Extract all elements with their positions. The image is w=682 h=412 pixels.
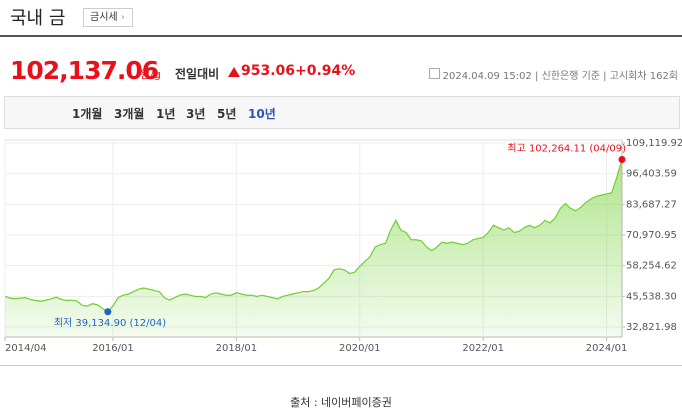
- tab[interactable]: 3년: [186, 107, 206, 121]
- round: 고시회차 162회: [609, 71, 678, 82]
- high-label: 최고 102,264.11 (04/09): [507, 143, 626, 155]
- high-point: [618, 156, 626, 164]
- basis: 신한은행 기준: [541, 71, 600, 82]
- x-tick-label: 2022/01: [462, 343, 504, 354]
- y-tick-label: 83,687.27: [626, 199, 677, 210]
- price: 102,137.06: [10, 56, 159, 85]
- y-tick-label: 45,538.30: [626, 291, 677, 302]
- timestamp: 2024.04.09 15:02: [442, 71, 532, 82]
- x-tick-label: 2014/04: [5, 343, 47, 354]
- y-tick-label: 109,119.92: [626, 138, 682, 149]
- y-tick-label: 32,821.98: [626, 322, 677, 333]
- tab[interactable]: 10년: [248, 107, 276, 121]
- y-tick-label: 70,970.95: [626, 230, 677, 241]
- x-tick-label: 2018/01: [216, 343, 258, 354]
- y-tick-label: 58,254.62: [626, 261, 677, 272]
- button-label: 금시세: [90, 12, 118, 23]
- tab[interactable]: 1년: [156, 107, 176, 121]
- change-pct: +0.94%: [295, 63, 356, 79]
- unit: 원/g: [140, 68, 161, 81]
- area: [5, 159, 622, 337]
- meta: 2024.04.09 15:02 | 신한은행 기준 | 고시회차 162회: [428, 67, 678, 82]
- divider: [0, 365, 682, 366]
- tab[interactable]: 5년: [217, 107, 237, 121]
- x-tick-label: 2020/01: [339, 343, 381, 354]
- up-icon: [228, 67, 240, 77]
- low-point: [104, 308, 112, 316]
- tab-bar: [4, 96, 680, 129]
- title: 국내 금: [10, 8, 66, 29]
- change-label: 전일대비: [175, 67, 220, 81]
- low-label: 최저 39,134.90 (12/04): [54, 317, 166, 329]
- change: 953.06: [241, 63, 296, 79]
- x-tick-label: 2024/01: [586, 343, 628, 354]
- x-tick-label: 2016/01: [92, 343, 134, 354]
- divider: [0, 35, 682, 37]
- y-tick-label: 96,403.59: [626, 169, 677, 180]
- tab[interactable]: 3개월: [114, 107, 145, 121]
- source: 출처 : 네이버페이증권: [290, 396, 392, 409]
- gold-button[interactable]: 금시세 ›: [83, 8, 133, 27]
- tab[interactable]: 1개월: [72, 107, 103, 121]
- chart: 109,119.92 96,403.59 83,687.27 70,970.95 58,…: [4, 138, 682, 354]
